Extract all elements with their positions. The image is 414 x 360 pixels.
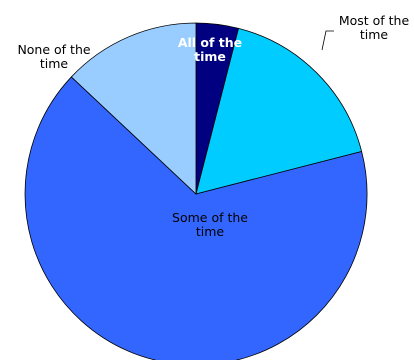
slice-label-line: time: [360, 27, 389, 42]
slice-label-none: None of the time: [17, 42, 90, 71]
leader-lines: [321, 30, 334, 51]
slice-label-all: All of the time: [178, 35, 242, 64]
slice-label-line: All of the: [178, 35, 242, 50]
slice-label-line: time: [196, 224, 225, 239]
slice-label-line: None of the: [17, 42, 90, 57]
pie-slice-most: [195, 27, 363, 195]
slice-label-line: time: [194, 49, 226, 64]
pie-slices: [24, 22, 368, 360]
slice-label-line: time: [40, 56, 69, 71]
slice-label-line: Some of the: [172, 210, 248, 225]
slice-label-some: Some of the time: [172, 210, 248, 239]
pie-slice-none: [70, 22, 197, 195]
leader-line-most: [321, 30, 334, 51]
slice-label-most: Most of the time: [339, 13, 410, 42]
slice-label-line: Most of the: [339, 13, 410, 28]
